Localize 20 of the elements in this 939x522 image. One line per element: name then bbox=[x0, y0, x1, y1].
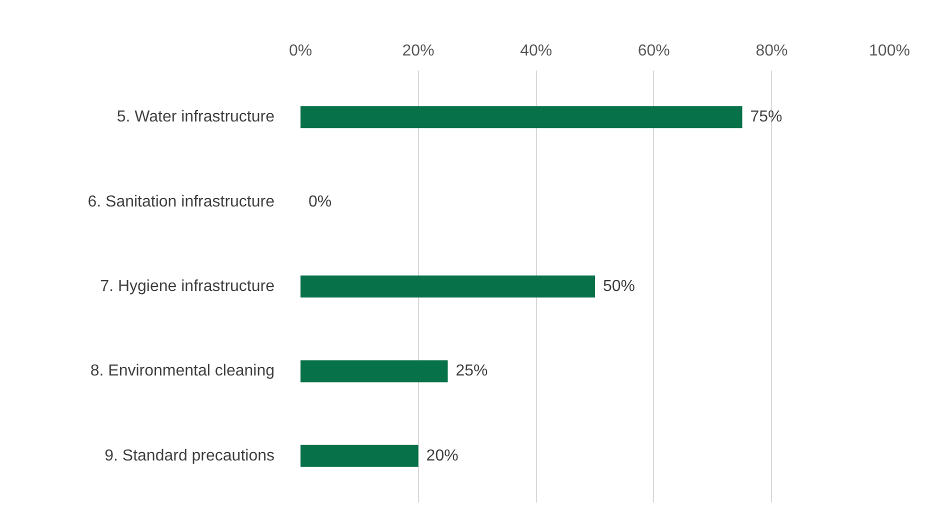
x-tick-label: 20% bbox=[402, 42, 434, 60]
bar bbox=[300, 360, 448, 382]
x-tick-label: 80% bbox=[756, 42, 788, 60]
bar bbox=[300, 106, 742, 128]
y-tick-label: 5. Water infrastructure bbox=[116, 108, 275, 126]
y-tick-label: 6. Sanitation infrastructure bbox=[88, 193, 275, 210]
data-label: 20% bbox=[426, 447, 458, 464]
x-tick-label: 100% bbox=[869, 42, 910, 60]
bar bbox=[300, 275, 595, 298]
y-tick-label: 7. Hygiene infrastructure bbox=[100, 278, 275, 295]
data-label: 0% bbox=[308, 193, 332, 210]
y-tick-label: 9. Standard precautions bbox=[104, 447, 274, 464]
bar bbox=[300, 444, 418, 467]
y-tick-label: 8. Environmental cleaning bbox=[90, 362, 274, 380]
data-label: 25% bbox=[456, 362, 488, 380]
x-tick-label: 60% bbox=[638, 42, 670, 60]
x-tick-label: 0% bbox=[288, 42, 312, 60]
x-tick-label: 40% bbox=[520, 42, 552, 60]
data-label: 75% bbox=[750, 108, 782, 126]
data-label: 50% bbox=[603, 278, 636, 295]
